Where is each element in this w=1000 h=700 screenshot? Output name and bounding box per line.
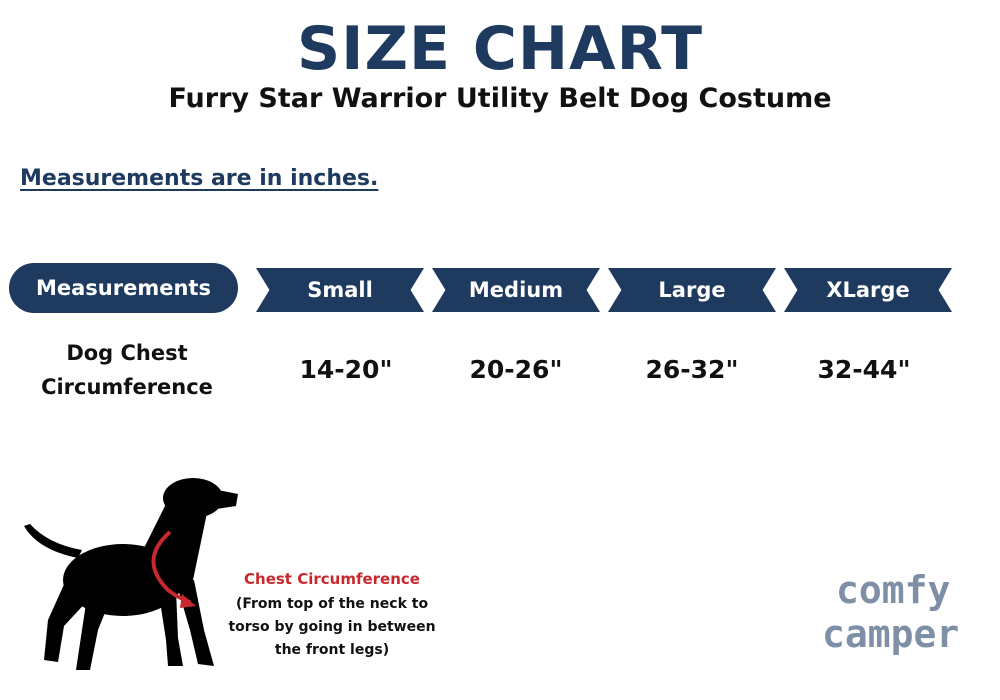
row-label-line: Dog Chest	[66, 341, 188, 365]
size-header-medium: Medium	[432, 268, 600, 312]
size-header-xlarge: XLarge	[784, 268, 952, 312]
chest-circumference-note: (From top of the neck to torso by going …	[222, 593, 442, 662]
page-title: SIZE CHART	[296, 14, 704, 84]
logo-line: comfy	[836, 568, 951, 612]
caption-line: (From top of the neck to	[235, 596, 429, 612]
units-note: Measurements are in inches.	[20, 166, 379, 191]
row-label-line: Circumference	[41, 375, 213, 399]
size-header-large: Large	[608, 268, 776, 312]
dog-silhouette-icon	[24, 478, 238, 670]
caption-line: torso by going in between	[228, 619, 436, 635]
chest-circumference-title: Chest Circumference	[244, 570, 420, 588]
chest-value-medium: 20-26"	[469, 355, 563, 384]
chest-value-xlarge: 32-44"	[817, 355, 911, 384]
caption-line: the front legs)	[274, 642, 390, 658]
brand-logo: comfy camper	[822, 568, 972, 656]
product-subtitle: Furry Star Warrior Utility Belt Dog Cost…	[168, 83, 832, 114]
logo-line: camper	[822, 612, 960, 656]
measurements-header: Measurements	[9, 263, 238, 313]
size-header-small: Small	[256, 268, 424, 312]
chest-value-large: 26-32"	[645, 355, 739, 384]
chest-value-small: 14-20"	[299, 355, 393, 384]
row-label-chest: Dog Chest Circumference	[20, 336, 234, 404]
